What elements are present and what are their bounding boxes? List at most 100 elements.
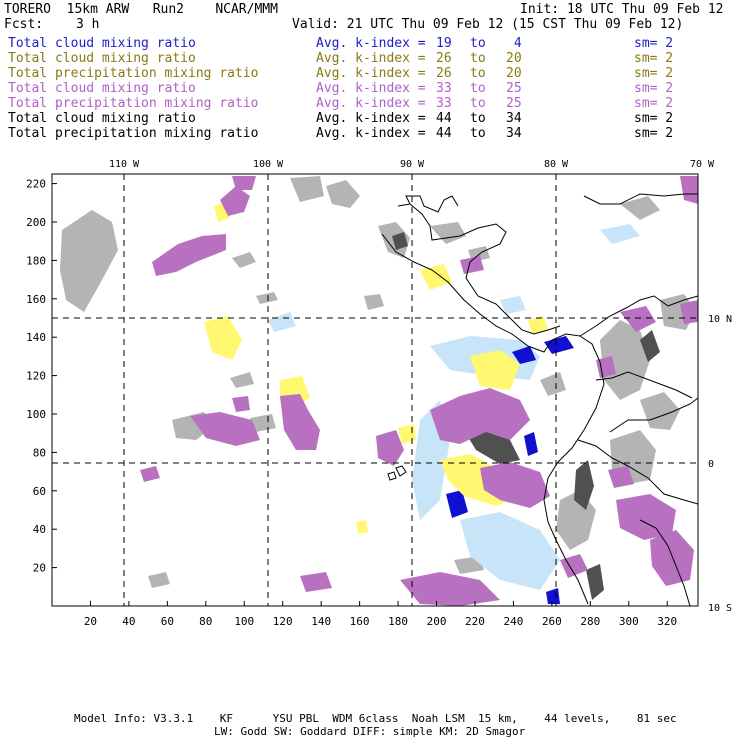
y-tick-label: 120 — [26, 370, 46, 383]
x-tick-label: 280 — [580, 615, 600, 628]
gray-cloud-area — [620, 196, 660, 220]
init-time: Init: 18 UTC Thu 09 Feb 12 — [520, 2, 724, 17]
lightblue-cloud-area — [268, 312, 296, 332]
longitude-labels: 110 W 100 W 90 W 80 W 70 W — [109, 159, 715, 170]
legend-to-label: to — [470, 111, 486, 126]
model-info: Model Info: V3.3.1 KF YSU PBL WDM 6class… — [74, 712, 677, 725]
map-panel: 20 40 60 80 100 120 140 160 180 200 220 240 260 280 30… — [26, 159, 732, 628]
legend-k-to: 34 — [506, 111, 522, 126]
x-tick-label: 120 — [273, 615, 293, 628]
gray-cloud-area — [540, 372, 566, 396]
yellow-cloud-area — [420, 264, 452, 290]
brazil-border — [609, 397, 698, 433]
y-tick-label: 60 — [33, 485, 46, 498]
violet-cloud-area — [190, 412, 260, 446]
legend-to-label: to — [470, 126, 486, 141]
y-axis-ticks: 20 40 60 80 100 120 140 160 180 200 220 — [26, 178, 57, 575]
caribbean-coast — [579, 295, 698, 337]
y-tick-label: 100 — [26, 408, 46, 421]
violet-cloud-area — [376, 430, 404, 466]
violet-cloud-area — [680, 176, 698, 204]
x-tick-label: 60 — [161, 615, 174, 628]
legend-avg-label: Avg. k-index = — [316, 66, 426, 81]
legend-k-from: 26 — [436, 66, 452, 81]
x-tick-label: 160 — [350, 615, 370, 628]
latitude-label: 10 S — [708, 603, 732, 614]
map-frame — [51, 173, 699, 607]
legend-avg-label: Avg. k-index = — [316, 96, 426, 111]
gray-cloud-area — [290, 176, 324, 202]
yellow-cloud-area — [204, 316, 242, 360]
forecast-hour: 3 h — [76, 17, 100, 32]
legend-field-name: Total cloud mixing ratio — [8, 111, 196, 126]
valid-time: Valid: 21 UTC Thu 09 Feb 12 (15 CST Thu … — [292, 17, 684, 32]
gray-cloud-area — [60, 210, 118, 312]
violet-cloud-area — [560, 554, 588, 578]
gray-cloud-area — [232, 252, 256, 268]
violet-cloud-area — [460, 256, 484, 274]
central-america-coast-north — [397, 203, 561, 335]
gray-cloud-area — [326, 180, 360, 208]
y-tick-label: 20 — [33, 562, 46, 575]
violet-cloud-area — [280, 394, 320, 450]
x-tick-label: 260 — [542, 615, 562, 628]
dark-cloud-area — [392, 232, 408, 250]
legend-k-to: 20 — [506, 66, 522, 81]
legend-avg-label: Avg. k-index = — [316, 111, 426, 126]
x-tick-label: 200 — [427, 615, 447, 628]
gray-cloud-area — [364, 294, 384, 310]
legend-smoothing: sm= 2 — [634, 126, 674, 141]
longitude-label: 80 W — [544, 159, 569, 170]
legend-smoothing: sm= 2 — [634, 36, 674, 51]
legend-k-to: 34 — [506, 126, 522, 141]
legend-smoothing: sm= 2 — [634, 51, 674, 66]
dark-cloud-area — [640, 330, 660, 362]
legend-k-from: 44 — [436, 111, 452, 126]
legend-k-from: 33 — [436, 81, 452, 96]
lightblue-cloud-area — [460, 512, 560, 590]
gray-cloud-area — [230, 372, 254, 388]
violet-cloud-area — [152, 234, 226, 276]
legend-field-name: Total cloud mixing ratio — [8, 81, 196, 96]
y-tick-label: 220 — [26, 178, 46, 191]
latitude-label: 10 N — [708, 314, 732, 325]
violet-cloud-area — [650, 530, 694, 586]
legend-k-to: 25 — [506, 81, 522, 96]
legend-field-name: Total precipitation mixing ratio — [8, 66, 259, 81]
galapagos — [387, 465, 407, 481]
gray-cloud-area — [256, 292, 278, 304]
legend-field-name: Total precipitation mixing ratio — [8, 126, 259, 141]
yellow-cloud-area — [528, 316, 548, 334]
central-america-coast-south — [381, 233, 581, 353]
legend-smoothing: sm= 2 — [634, 96, 674, 111]
dark-cloud-area — [574, 460, 594, 510]
legend-to-label: to — [470, 81, 486, 96]
legend-avg-label: Avg. k-index = — [316, 81, 426, 96]
legend-to-label: to — [470, 36, 486, 51]
yellow-cloud-area — [356, 520, 368, 534]
x-tick-label: 300 — [619, 615, 639, 628]
violet-cloud-area — [400, 572, 500, 606]
legend-smoothing: sm= 2 — [634, 66, 674, 81]
peru-border — [577, 439, 698, 505]
x-tick-label: 20 — [84, 615, 97, 628]
legend-avg-label: Avg. k-index = — [316, 126, 426, 141]
venezuela-coast — [583, 193, 698, 205]
longitude-label: 90 W — [400, 159, 425, 170]
y-tick-label: 80 — [33, 446, 46, 459]
coastlines — [381, 193, 698, 606]
longitude-label: 110 W — [109, 159, 140, 170]
legend-k-to: 4 — [506, 36, 522, 51]
gray-cloud-area — [430, 222, 466, 244]
legend-field-name: Total cloud mixing ratio — [8, 51, 196, 66]
dark-cloud-area — [586, 564, 604, 600]
violet-cloud-area — [232, 176, 256, 190]
legend-field-name: Total cloud mixing ratio — [8, 36, 196, 51]
y-tick-label: 160 — [26, 293, 46, 306]
legend-smoothing: sm= 2 — [634, 111, 674, 126]
x-tick-label: 320 — [657, 615, 677, 628]
x-tick-label: 180 — [388, 615, 408, 628]
blue-cloud-area — [446, 490, 468, 518]
legend-field-name: Total precipitation mixing ratio — [8, 96, 259, 111]
latitude-labels: 10 N 0 10 S — [708, 314, 732, 614]
